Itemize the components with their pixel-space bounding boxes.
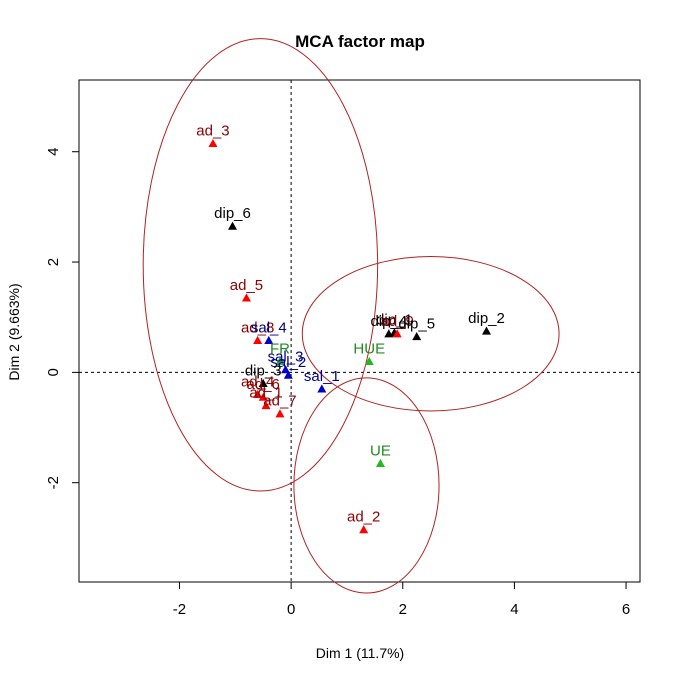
x-tick-label: 4: [510, 601, 518, 618]
x-tick-label: 6: [622, 601, 630, 618]
point-label: ad_7: [263, 393, 296, 410]
point-label: HUE: [353, 340, 385, 357]
point-marker: [359, 525, 369, 534]
point-label: ad_8: [241, 319, 274, 336]
point-marker: [364, 356, 374, 365]
point-label: ad_3: [196, 122, 229, 139]
point-label: ad_4: [241, 373, 274, 390]
point-label: sal_2: [270, 354, 306, 371]
point-label: ad_5: [230, 277, 263, 294]
confidence-ellipse: [293, 377, 440, 594]
point-label: ad_9: [380, 313, 413, 330]
y-tick-label: 0: [45, 368, 62, 376]
confidence-ellipse: [301, 256, 560, 412]
point-label: ad_6: [247, 376, 280, 393]
point-marker: [228, 221, 238, 230]
point-marker: [258, 378, 268, 388]
point-marker: [412, 332, 422, 341]
y-tick-label: 2: [45, 258, 62, 266]
point-label: UE: [370, 442, 391, 459]
reference-lines: [79, 80, 640, 582]
point-marker: [392, 329, 402, 338]
point-marker: [261, 400, 271, 410]
point-marker: [384, 329, 394, 338]
point-marker: [281, 365, 291, 374]
point-marker: [258, 392, 268, 401]
point-marker: [253, 335, 263, 344]
point-label: sal_1: [304, 368, 340, 385]
point-label: sal_4: [251, 319, 287, 336]
x-tick-label: 2: [399, 601, 407, 618]
x-tick-label: 0: [287, 601, 295, 618]
point-marker: [481, 326, 491, 335]
point-label: dip_2: [468, 310, 505, 327]
y-tick-label: 4: [45, 148, 62, 156]
point-labels: ad_3dip_6ad_5ad_8sal_4FRsal_3sal_2dip_3a…: [196, 122, 505, 525]
x-axis: -2 0 2 4 6: [173, 582, 630, 618]
point-marker: [375, 458, 385, 467]
point-markers: [208, 138, 491, 534]
point-label: dip_6: [214, 205, 251, 222]
y-axis: -2 0 2 4: [45, 148, 79, 489]
point-label: ad_2: [347, 509, 380, 526]
point-marker: [241, 293, 251, 302]
point-marker: [275, 409, 285, 418]
y-tick-label: -2: [45, 476, 62, 489]
y-axis-label: Dim 2 (9.663%): [6, 283, 22, 380]
point-marker: [264, 335, 274, 344]
point-marker: [253, 389, 263, 399]
confidence-ellipses: [142, 38, 560, 594]
chart-title: MCA factor map: [295, 32, 425, 51]
point-label: dip_5: [398, 316, 435, 333]
point-label: FR: [270, 340, 290, 357]
confidence-ellipse: [142, 38, 379, 492]
point-marker: [283, 370, 293, 379]
point-marker: [275, 356, 285, 365]
plot-frame: [78, 79, 641, 583]
point-label: dip_4: [370, 313, 407, 330]
point-label: dip_3: [245, 362, 282, 379]
point-marker: [317, 384, 327, 393]
x-axis-label: Dim 1 (11.7%): [316, 645, 404, 661]
point-label: ad_1: [249, 384, 282, 401]
x-tick-label: -2: [173, 601, 186, 618]
point-label: dip_1: [376, 312, 413, 329]
point-label: sal_3: [268, 349, 304, 366]
point-marker: [208, 138, 218, 148]
